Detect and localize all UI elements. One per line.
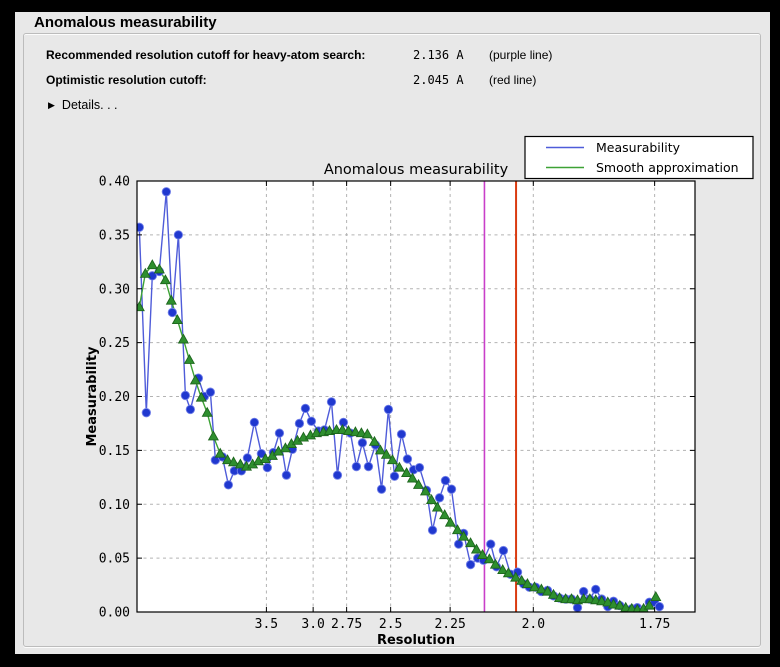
group-box <box>23 33 761 647</box>
recommended-cutoff-label: Recommended resolution cutoff for heavy-… <box>46 48 366 62</box>
details-disclosure[interactable]: ▶ Details. . . <box>48 98 118 114</box>
disclosure-triangle-icon: ▶ <box>48 100 55 110</box>
recommended-cutoff-value: 2.136 A <box>413 48 464 62</box>
optimistic-cutoff-value: 2.045 A <box>413 73 464 87</box>
recommended-cutoff-note: (purple line) <box>489 48 553 62</box>
results-panel: Anomalous measurability Recommended reso… <box>15 12 770 654</box>
recommended-cutoff-row: Recommended resolution cutoff for heavy-… <box>15 48 755 63</box>
section-title: Anomalous measurability <box>34 14 217 31</box>
optimistic-cutoff-label: Optimistic resolution cutoff: <box>46 73 207 87</box>
details-label: Details. . . <box>61 98 118 112</box>
optimistic-cutoff-row: Optimistic resolution cutoff: 2.045 A (r… <box>15 73 755 88</box>
optimistic-cutoff-note: (red line) <box>489 73 537 87</box>
